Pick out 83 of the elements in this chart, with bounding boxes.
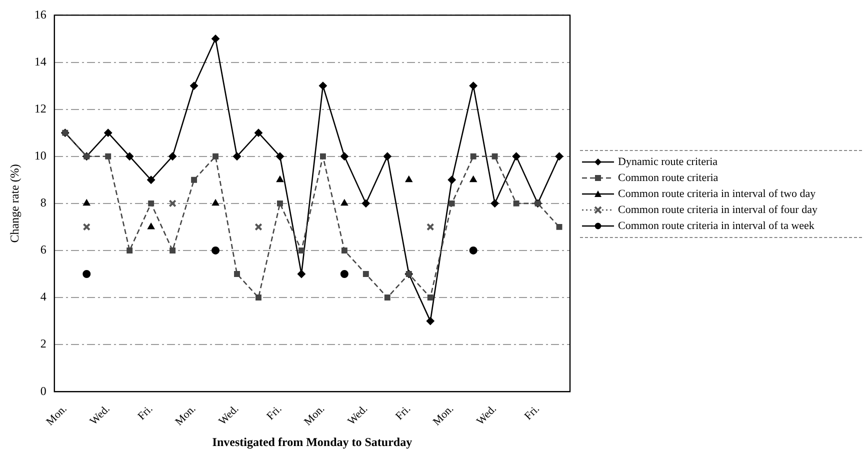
point	[426, 317, 434, 326]
point	[362, 271, 369, 277]
point	[83, 199, 90, 206]
legend-label: Common route criteria in interval of two day	[618, 188, 816, 200]
legend-label: Common route criteria in interval of ta week	[618, 220, 814, 232]
point	[212, 246, 220, 254]
point	[405, 176, 412, 182]
point	[513, 200, 520, 206]
point	[126, 152, 134, 160]
point	[340, 152, 348, 160]
point	[470, 153, 476, 160]
point	[318, 82, 327, 90]
x-tick-label: Fri.	[394, 402, 414, 422]
legend-label: Common route criteria	[618, 172, 718, 184]
point	[276, 152, 284, 160]
x-tick-label: Fri.	[522, 402, 542, 422]
x-tick-label: Mon.	[302, 402, 328, 428]
legend-label: Dynamic route criteria	[618, 156, 718, 168]
point	[492, 153, 498, 160]
point	[168, 200, 176, 208]
y-tick-label: 10	[34, 148, 46, 163]
point	[126, 247, 133, 254]
x-tick-label: Wed.	[88, 402, 112, 428]
point	[427, 294, 434, 300]
point	[320, 153, 326, 160]
point	[168, 152, 177, 160]
point	[384, 294, 390, 300]
y-tick-label: 14	[34, 54, 46, 68]
point	[212, 34, 220, 43]
point	[340, 270, 348, 278]
point	[82, 223, 90, 231]
x-tick-label: Mon.	[44, 402, 70, 428]
x-tick-label: Mon.	[430, 402, 456, 428]
point	[276, 176, 284, 182]
point	[147, 176, 156, 184]
y-tick-label: 2	[40, 336, 46, 351]
point	[383, 152, 392, 160]
point	[212, 199, 220, 206]
point	[490, 199, 499, 208]
point	[105, 153, 112, 160]
point	[426, 223, 434, 231]
point	[82, 270, 91, 278]
y-tick-label: 6	[40, 242, 46, 257]
legend-label: Common route criteria in interval of four day	[618, 204, 818, 216]
point	[512, 152, 520, 160]
x-tick-label: Mon.	[173, 402, 198, 428]
point	[470, 176, 477, 182]
point	[254, 128, 262, 137]
point	[448, 200, 455, 206]
point	[233, 152, 242, 160]
y-tick-label: 8	[40, 196, 46, 210]
x-tick-label: Fri.	[264, 402, 284, 422]
point	[212, 153, 218, 160]
point	[170, 247, 176, 254]
point	[297, 270, 306, 278]
point	[298, 247, 304, 254]
point	[469, 246, 478, 254]
point	[256, 294, 262, 300]
y-tick-label: 0	[40, 384, 46, 398]
point	[277, 200, 283, 206]
x-tick-label: Wed.	[474, 402, 500, 428]
point	[448, 176, 456, 184]
point	[148, 200, 154, 206]
point	[190, 82, 198, 90]
point	[148, 222, 155, 230]
point	[555, 152, 564, 160]
x-tick-label: Fri.	[136, 402, 156, 422]
point	[341, 247, 348, 254]
point	[469, 82, 478, 90]
y-tick-label: 4	[40, 290, 46, 304]
y-tick-label: 16	[34, 7, 46, 22]
x-tick-label: Wed.	[346, 402, 370, 428]
point	[191, 176, 198, 183]
point	[254, 223, 262, 231]
y-axis-title: Change rate (%)	[7, 164, 22, 243]
point	[104, 128, 112, 137]
point	[340, 199, 348, 206]
x-tick-label: Wed.	[216, 402, 242, 428]
point	[234, 271, 240, 277]
y-tick-label: 12	[34, 101, 46, 116]
point	[362, 199, 370, 208]
x-axis-title: Investigated from Monday to Saturday	[212, 434, 412, 449]
point	[556, 224, 562, 230]
